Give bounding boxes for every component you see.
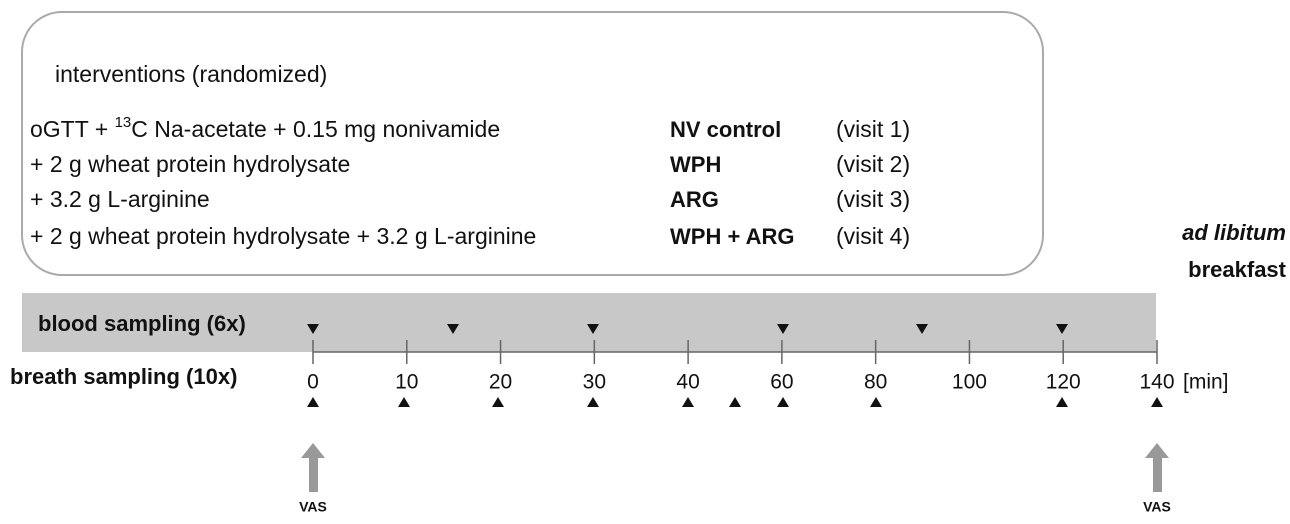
breath-sample — [587, 397, 599, 407]
intervention-label: ARG — [670, 187, 719, 212]
vas-arrow — [1145, 443, 1169, 492]
visit: (visit 1) — [836, 116, 910, 142]
visit: (visit 3) — [836, 186, 910, 212]
blood-label: blood sampling (6x) — [38, 311, 246, 336]
visit: (visit 4) — [836, 223, 910, 249]
breath-sample — [1056, 397, 1068, 407]
tick-label: 140 — [1139, 371, 1174, 394]
tick-label: 60 — [770, 371, 793, 394]
blood-sample — [1056, 324, 1068, 334]
tick-label: 100 — [952, 371, 987, 394]
interventions-box — [21, 11, 1044, 276]
intervention-label: WPH — [670, 152, 721, 177]
breath-sample — [1151, 397, 1163, 407]
tick-label: 80 — [864, 371, 887, 394]
intervention-text-part: oGTT + — [30, 116, 115, 142]
vas-label: VAS — [1143, 499, 1171, 515]
tick-label: 120 — [1046, 371, 1081, 394]
axis-unit: [min] — [1183, 371, 1229, 394]
breakfast-line: breakfast — [1188, 257, 1287, 282]
superscript: 13 — [115, 114, 132, 131]
blood-sample — [587, 324, 599, 334]
blood-sample — [777, 324, 789, 334]
breath-label: breath sampling (10x) — [10, 364, 237, 389]
visit: (visit 2) — [836, 151, 910, 177]
intervention-text: + 2 g wheat protein hydrolysate — [30, 151, 350, 177]
tick-label: 10 — [395, 371, 418, 394]
vas-arrow — [301, 443, 325, 492]
breath-sample — [398, 397, 410, 407]
tick-label: 20 — [489, 371, 512, 394]
blood-sample — [307, 324, 319, 334]
tick-label: 30 — [583, 371, 606, 394]
blood-band — [22, 293, 1156, 352]
intervention-text: + 3.2 g L-arginine — [30, 186, 210, 212]
breakfast-line: ad libitum — [1182, 220, 1286, 245]
intervention-label: NV control — [670, 117, 781, 142]
timeline-marks: 0 10 20 30 40 60 80 100 120 140 — [307, 324, 1175, 407]
breath-sample — [492, 397, 504, 407]
breath-sample — [777, 397, 789, 407]
breath-sample — [682, 397, 694, 407]
interventions-title: interventions (randomized) — [55, 61, 327, 87]
tick-label: 0 — [307, 371, 319, 394]
blood-sample — [916, 324, 928, 334]
blood-sample — [447, 324, 459, 334]
vas-label: VAS — [299, 499, 327, 515]
breath-sample — [307, 397, 319, 407]
tick-label: 40 — [676, 371, 699, 394]
intervention-text-part: C Na-acetate + 0.15 mg nonivamide — [131, 116, 500, 142]
breath-sample — [729, 397, 741, 407]
intervention-label: WPH + ARG — [670, 224, 794, 249]
intervention-text: oGTT + 13C Na-acetate + 0.15 mg nonivami… — [30, 114, 500, 142]
breath-sample — [870, 397, 882, 407]
intervention-text: + 2 g wheat protein hydrolysate + 3.2 g … — [30, 223, 536, 249]
